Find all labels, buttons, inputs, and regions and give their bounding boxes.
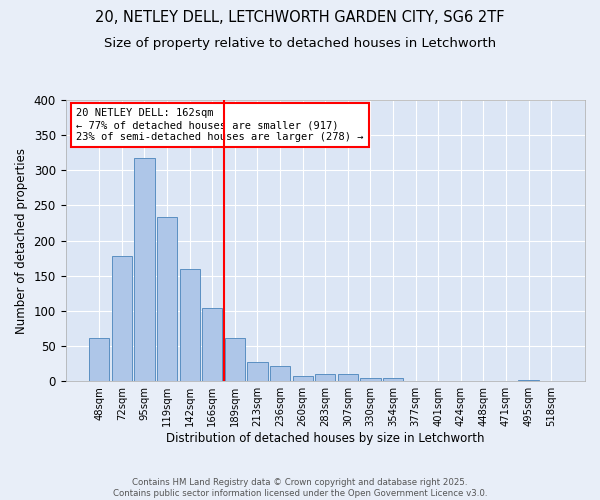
Bar [134, 158, 155, 381]
Text: 20, NETLEY DELL, LETCHWORTH GARDEN CITY, SG6 2TF: 20, NETLEY DELL, LETCHWORTH GARDEN CITY,… [95, 10, 505, 25]
Bar [428, 380, 448, 381]
Text: Size of property relative to detached houses in Letchworth: Size of property relative to detached ho… [104, 38, 496, 51]
Bar [179, 268, 200, 381]
Bar [541, 380, 562, 381]
Bar [293, 376, 313, 381]
Bar [451, 380, 471, 381]
Bar [383, 378, 403, 381]
Bar [247, 362, 268, 381]
Bar [112, 256, 132, 381]
Bar [360, 378, 380, 381]
Bar [315, 374, 335, 381]
Text: 20 NETLEY DELL: 162sqm
← 77% of detached houses are smaller (917)
23% of semi-de: 20 NETLEY DELL: 162sqm ← 77% of detached… [76, 108, 364, 142]
Bar [202, 308, 223, 381]
Bar [338, 374, 358, 381]
Bar [270, 366, 290, 381]
Bar [406, 380, 426, 381]
Y-axis label: Number of detached properties: Number of detached properties [15, 148, 28, 334]
Bar [225, 338, 245, 381]
Bar [518, 380, 539, 381]
Text: Contains HM Land Registry data © Crown copyright and database right 2025.
Contai: Contains HM Land Registry data © Crown c… [113, 478, 487, 498]
X-axis label: Distribution of detached houses by size in Letchworth: Distribution of detached houses by size … [166, 432, 485, 445]
Bar [157, 218, 177, 381]
Bar [89, 338, 109, 381]
